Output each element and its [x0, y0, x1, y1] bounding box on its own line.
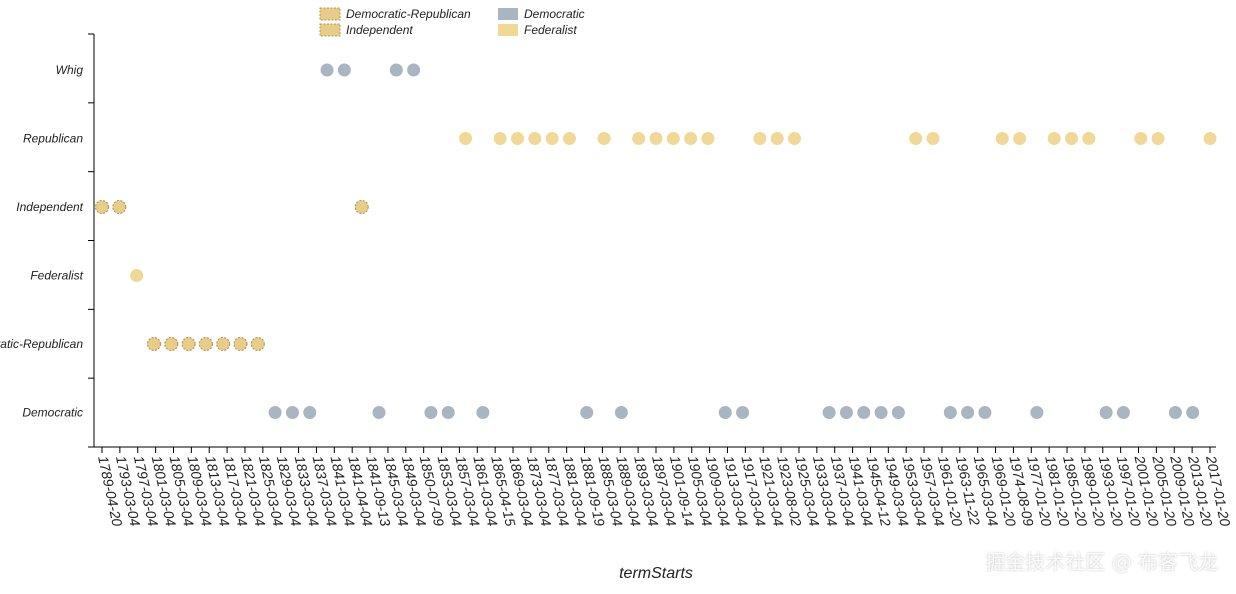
legend-swatch-democratic	[498, 8, 518, 20]
legend-label-independent: Independent	[346, 23, 413, 37]
point-federalist-1797-03-04	[130, 269, 143, 282]
point-republican-1953-03-04	[909, 132, 922, 145]
point-democratic-1933-03-04	[823, 406, 836, 419]
point-democratic-1997-01-20	[1117, 406, 1130, 419]
point-democratic-1837-03-04	[303, 406, 316, 419]
point-whig-1841-03-04	[321, 64, 334, 77]
point-republican-1925-03-04	[788, 132, 801, 145]
legend-swatch-democratic-republican	[320, 8, 340, 20]
point-democratic-republican-1825-03-04	[251, 338, 264, 351]
point-democratic-1993-01-20	[1100, 406, 1113, 419]
y-tick-label-federalist: Federalist	[30, 269, 83, 283]
point-democratic-republican-1817-03-04	[217, 338, 230, 351]
point-republican-1989-01-20	[1082, 132, 1095, 145]
point-independent-1841-09-13	[355, 201, 368, 214]
point-republican-2017-01-20	[1204, 132, 1217, 145]
point-democratic-1845-03-04	[373, 406, 386, 419]
point-democratic-1977-01-20	[1030, 406, 1043, 419]
point-republican-1921-03-04	[753, 132, 766, 145]
point-republican-1873-03-04	[511, 132, 524, 145]
point-independent-1789-04-20	[96, 201, 109, 214]
legend-swatch-independent	[320, 24, 340, 36]
point-independent-1793-03-04	[113, 201, 126, 214]
point-democratic-republican-1801-03-04	[147, 338, 160, 351]
point-democratic-1913-03-04	[719, 406, 732, 419]
point-republican-1981-01-20	[1048, 132, 1061, 145]
watermark: 掘金技术社区 @ 布客飞龙	[985, 546, 1218, 575]
point-democratic-1833-03-04	[286, 406, 299, 419]
point-republican-1881-03-04	[546, 132, 559, 145]
y-tick-label-republican: Republican	[23, 132, 83, 146]
y-tick-label-democratic: Democratic	[22, 406, 83, 420]
point-republican-1974-08-09	[1013, 132, 1026, 145]
point-whig-1841-04-04	[338, 64, 351, 77]
point-democratic-1941-03-04	[857, 406, 870, 419]
point-whig-1849-03-04	[390, 64, 403, 77]
point-republican-1881-09-19	[563, 132, 576, 145]
legend-label-democratic: Democratic	[524, 7, 585, 21]
point-whig-1850-07-09	[407, 64, 420, 77]
point-republican-1957-03-04	[927, 132, 940, 145]
y-tick-label-whig: Whig	[56, 63, 84, 77]
y-tick-label-independent: Independent	[16, 200, 83, 214]
point-republican-1923-08-02	[771, 132, 784, 145]
point-democratic-2009-01-20	[1169, 406, 1182, 419]
x-axis: 1789-04-201793-03-041797-03-041801-03-04…	[94, 447, 1234, 528]
y-axis: Whig Republican Independent Federalist Democ…	[0, 34, 94, 447]
point-democratic-1865-04-15	[476, 406, 489, 419]
point-democratic-1937-03-04	[840, 406, 853, 419]
point-democratic-1961-01-20	[944, 406, 957, 419]
point-democratic-republican-1805-03-04	[165, 338, 178, 351]
point-republican-2001-01-20	[1134, 132, 1147, 145]
point-republican-1889-03-04	[598, 132, 611, 145]
data-points	[96, 64, 1217, 420]
point-democratic-1917-03-04	[736, 406, 749, 419]
point-democratic-2013-01-20	[1186, 406, 1199, 419]
x-axis-title: termStarts	[619, 565, 693, 582]
point-republican-1901-09-14	[650, 132, 663, 145]
point-democratic-1893-03-04	[615, 406, 628, 419]
point-democratic-republican-1809-03-04	[182, 338, 195, 351]
legend-label-democratic-republican: Democratic-Republican	[346, 7, 471, 21]
point-democratic-1945-04-12	[875, 406, 888, 419]
point-republican-2005-01-20	[1152, 132, 1165, 145]
point-republican-1901-03-04	[667, 132, 680, 145]
point-republican-1905-03-04	[684, 132, 697, 145]
point-republican-1909-03-04	[701, 132, 714, 145]
point-republican-1969-01-20	[996, 132, 1009, 145]
legend: Democratic-Republican Democratic Independe…	[320, 7, 585, 37]
point-democratic-1965-03-04	[978, 406, 991, 419]
point-democratic-republican-1813-03-04	[199, 338, 212, 351]
point-democratic-1857-03-04	[442, 406, 455, 419]
point-democratic-1853-03-04	[424, 406, 437, 419]
point-republican-1897-03-04	[632, 132, 645, 145]
point-republican-1861-03-04	[459, 132, 472, 145]
legend-label-federalist: Federalist	[524, 23, 577, 37]
y-tick-label-democratic-republican: Democratic-Republican	[0, 337, 83, 351]
point-republican-1869-03-04	[494, 132, 507, 145]
point-democratic-1949-03-04	[892, 406, 905, 419]
point-republican-1877-03-04	[528, 132, 541, 145]
legend-swatch-federalist	[498, 24, 518, 36]
point-democratic-1963-11-22	[961, 406, 974, 419]
point-democratic-republican-1821-03-04	[234, 338, 247, 351]
point-democratic-1829-03-04	[269, 406, 282, 419]
point-democratic-1885-03-04	[580, 406, 593, 419]
point-republican-1985-01-20	[1065, 132, 1078, 145]
